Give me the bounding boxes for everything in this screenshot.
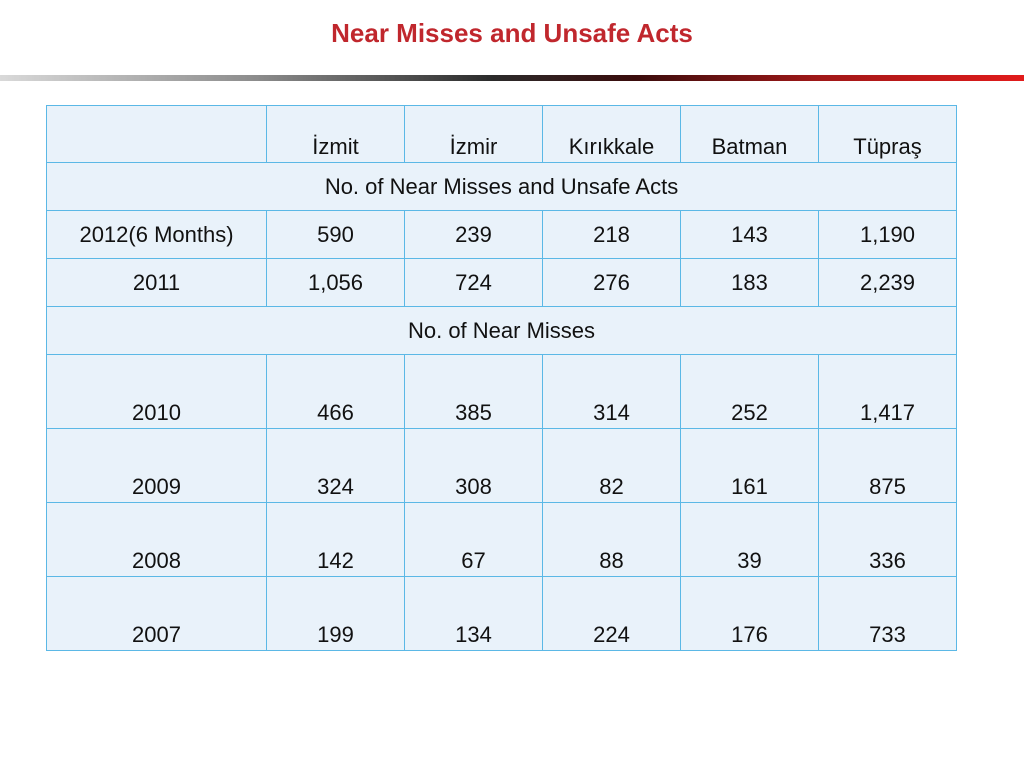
value-cell: 276 [542, 258, 681, 307]
table-header-row: İzmit İzmir Kırıkkale Batman Tüpraş [46, 105, 957, 163]
value-cell: 1,056 [266, 258, 405, 307]
table-row: 2011 1,056 724 276 183 2,239 [46, 258, 957, 307]
data-table: İzmit İzmir Kırıkkale Batman Tüpraş No. … [46, 105, 957, 651]
value-cell: 724 [404, 258, 543, 307]
year-cell: 2011 [46, 258, 267, 307]
value-cell: 314 [542, 354, 681, 429]
value-cell: 82 [542, 428, 681, 503]
section-row: No. of Near Misses [46, 306, 957, 355]
value-cell: 88 [542, 502, 681, 577]
value-cell: 1,190 [818, 210, 957, 259]
header-cell: Kırıkkale [542, 105, 681, 163]
value-cell: 466 [266, 354, 405, 429]
value-cell: 183 [680, 258, 819, 307]
section-label: No. of Near Misses [46, 306, 957, 355]
value-cell: 239 [404, 210, 543, 259]
value-cell: 143 [680, 210, 819, 259]
value-cell: 252 [680, 354, 819, 429]
year-cell: 2008 [46, 502, 267, 577]
value-cell: 39 [680, 502, 819, 577]
table-row: 2010 466 385 314 252 1,417 [46, 354, 957, 429]
year-cell: 2012(6 Months) [46, 210, 267, 259]
value-cell: 875 [818, 428, 957, 503]
value-cell: 176 [680, 576, 819, 651]
slide-title: Near Misses and Unsafe Acts [331, 18, 693, 48]
header-cell: İzmit [266, 105, 405, 163]
year-cell: 2010 [46, 354, 267, 429]
table-row: 2008 142 67 88 39 336 [46, 502, 957, 577]
value-cell: 224 [542, 576, 681, 651]
value-cell: 218 [542, 210, 681, 259]
header-cell: Tüpraş [818, 105, 957, 163]
value-cell: 199 [266, 576, 405, 651]
value-cell: 733 [818, 576, 957, 651]
header-cell: Batman [680, 105, 819, 163]
value-cell: 308 [404, 428, 543, 503]
value-cell: 1,417 [818, 354, 957, 429]
header-cell: İzmir [404, 105, 543, 163]
year-cell: 2009 [46, 428, 267, 503]
value-cell: 142 [266, 502, 405, 577]
value-cell: 67 [404, 502, 543, 577]
section-row: No. of Near Misses and Unsafe Acts [46, 162, 957, 211]
section-label: No. of Near Misses and Unsafe Acts [46, 162, 957, 211]
value-cell: 590 [266, 210, 405, 259]
value-cell: 2,239 [818, 258, 957, 307]
value-cell: 336 [818, 502, 957, 577]
value-cell: 385 [404, 354, 543, 429]
value-cell: 161 [680, 428, 819, 503]
title-divider [0, 75, 1024, 81]
table-row: 2009 324 308 82 161 875 [46, 428, 957, 503]
table-row: 2012(6 Months) 590 239 218 143 1,190 [46, 210, 957, 259]
year-cell: 2007 [46, 576, 267, 651]
header-cell [46, 105, 267, 163]
value-cell: 324 [266, 428, 405, 503]
table-row: 2007 199 134 224 176 733 [46, 576, 957, 651]
value-cell: 134 [404, 576, 543, 651]
